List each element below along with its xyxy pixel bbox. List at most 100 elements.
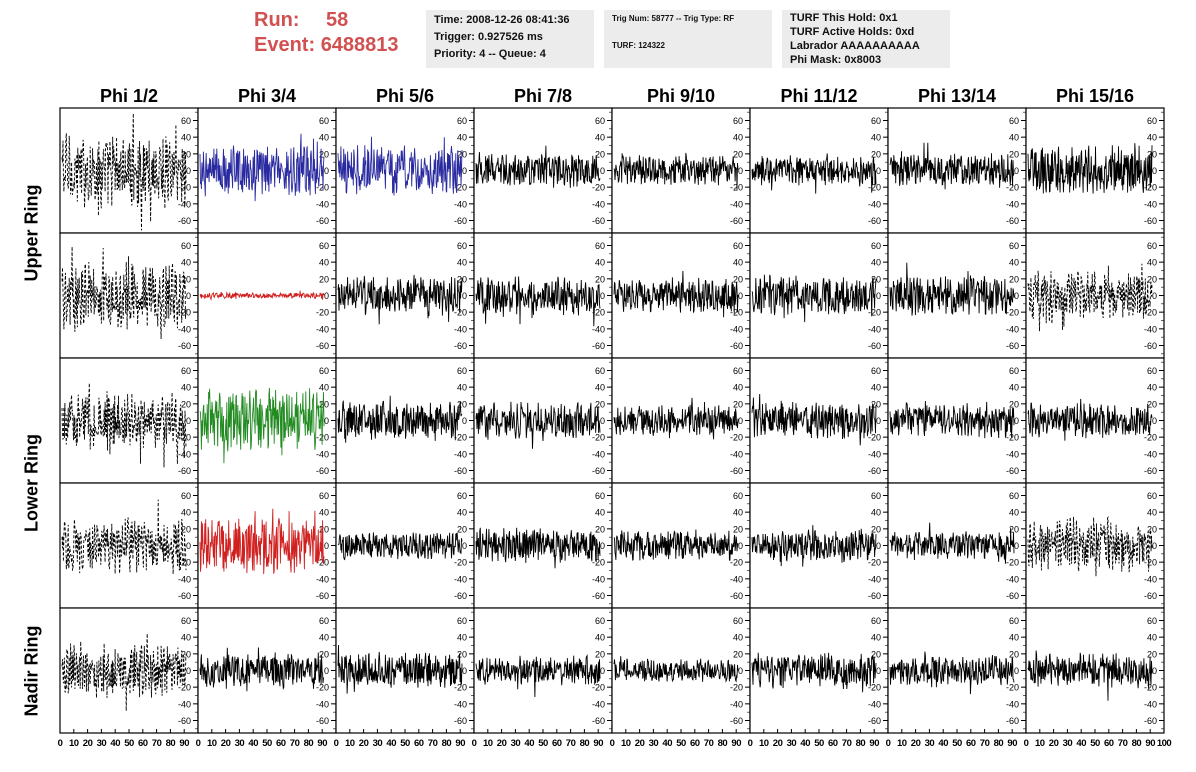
x-tick-label: 60	[414, 738, 424, 749]
y-tick-label: 0	[462, 416, 467, 426]
phi-header: Phi 15/16	[1055, 86, 1135, 106]
waveform-trace	[475, 276, 601, 327]
y-tick-label: -40	[178, 199, 191, 209]
y-tick-label: 0	[1014, 416, 1019, 426]
y-tick-label: 60	[595, 491, 605, 501]
x-tick-label: 10	[69, 738, 79, 749]
y-tick-label: 60	[1147, 116, 1157, 126]
x-tick-label: 10	[759, 738, 769, 749]
waveform-trace	[61, 499, 187, 575]
x-tick-label: 40	[110, 738, 120, 749]
y-tick-label: 0	[1152, 166, 1157, 176]
y-tick-label: -40	[868, 449, 881, 459]
waveform-trace	[751, 274, 877, 323]
x-tick-label: 70	[842, 738, 852, 749]
x-tick-label: 40	[800, 738, 810, 749]
waveform-trace	[199, 647, 325, 692]
waveform-trace	[61, 382, 187, 468]
y-tick-label: 0	[462, 166, 467, 176]
y-tick-label: -40	[592, 324, 605, 334]
y-tick-label: 0	[324, 166, 329, 176]
waveform-trace	[1027, 263, 1153, 332]
y-tick-label: 0	[876, 291, 881, 301]
y-tick-label: -20	[1144, 558, 1157, 568]
x-tick-label: 10	[897, 738, 907, 749]
x-tick-label: 50	[952, 738, 962, 749]
waveform-trace	[751, 652, 877, 693]
y-tick-label: -40	[868, 324, 881, 334]
y-tick-label: 40	[319, 633, 329, 643]
y-tick-label: 60	[595, 616, 605, 626]
y-tick-label: 0	[738, 166, 743, 176]
event-value: 6488813	[320, 34, 399, 56]
waveform-trace	[199, 290, 325, 302]
y-tick-label: 20	[1147, 649, 1157, 659]
y-tick-label: 40	[595, 383, 605, 393]
y-tick-label: 0	[738, 541, 743, 551]
y-tick-label: -60	[592, 216, 605, 226]
y-tick-label: 20	[871, 649, 881, 659]
y-tick-label: -40	[454, 324, 467, 334]
x-tick-label: 70	[1118, 738, 1128, 749]
y-tick-label: 0	[324, 666, 329, 676]
y-tick-label: -40	[730, 699, 743, 709]
x-tick-label: 60	[1104, 738, 1114, 749]
x-tick-label: 50	[262, 738, 272, 749]
y-tick-label: 0	[462, 291, 467, 301]
y-tick-label: 60	[595, 116, 605, 126]
y-tick-label: 20	[733, 274, 743, 284]
x-tick-label: 10	[1035, 738, 1045, 749]
y-tick-label: -40	[592, 199, 605, 209]
y-tick-label: 40	[595, 633, 605, 643]
y-tick-label: -40	[1144, 324, 1157, 334]
x-tick-label: 20	[1049, 738, 1059, 749]
y-tick-label: -20	[730, 308, 743, 318]
waveform-trace	[337, 644, 463, 694]
y-tick-label: -40	[316, 699, 329, 709]
waveform-trace	[199, 387, 325, 464]
waveform-trace	[61, 633, 187, 711]
x-tick-label: 20	[773, 738, 783, 749]
trigger-text: Trigger: 0.927526 ms	[434, 31, 543, 43]
y-tick-label: 0	[1152, 541, 1157, 551]
y-tick-label: 0	[324, 541, 329, 551]
y-tick-label: 0	[186, 291, 191, 301]
y-tick-label: -40	[316, 574, 329, 584]
y-tick-label: 60	[1009, 491, 1019, 501]
y-tick-label: -40	[1144, 449, 1157, 459]
x-tick-label: 50	[814, 738, 824, 749]
x-tick-label: 80	[856, 738, 866, 749]
x-tick-label: 10	[483, 738, 493, 749]
waveform-trace	[889, 651, 1015, 695]
waveform-trace	[889, 400, 1015, 439]
x-tick-label: 60	[552, 738, 562, 749]
x-tick-label: 0	[58, 738, 63, 749]
priority-text: Priority: 4 -- Queue: 4	[434, 48, 546, 60]
y-tick-label: 60	[181, 616, 191, 626]
x-tick-label: 30	[649, 738, 659, 749]
x-tick-label: 20	[221, 738, 231, 749]
y-tick-label: 40	[595, 258, 605, 268]
waveform-trace	[199, 133, 325, 202]
y-tick-label: -20	[730, 183, 743, 193]
waveform-trace	[475, 145, 601, 188]
y-tick-label: -60	[178, 341, 191, 351]
x-tick-label: 80	[304, 738, 314, 749]
y-tick-label: 0	[1152, 291, 1157, 301]
y-tick-label: 20	[181, 524, 191, 534]
y-tick-label: 40	[1009, 383, 1019, 393]
y-tick-label: 20	[733, 149, 743, 159]
y-tick-label: -40	[868, 699, 881, 709]
waveform-trace	[1027, 143, 1153, 194]
y-tick-label: -20	[868, 433, 881, 443]
y-tick-label: 20	[1009, 149, 1019, 159]
y-tick-label: -40	[868, 574, 881, 584]
y-tick-label: -60	[1006, 216, 1019, 226]
y-tick-label: -60	[454, 716, 467, 726]
y-tick-label: 0	[324, 416, 329, 426]
